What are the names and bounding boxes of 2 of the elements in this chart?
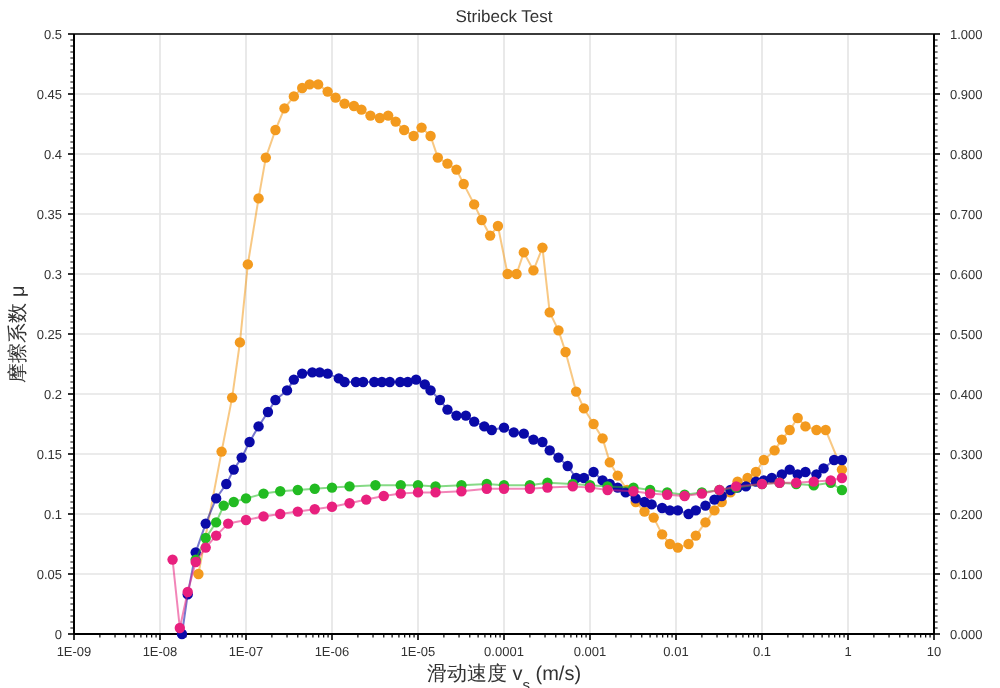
chart-title: Stribeck Test (455, 6, 554, 26)
y-axis-title: 摩擦系数 μ (6, 284, 30, 383)
